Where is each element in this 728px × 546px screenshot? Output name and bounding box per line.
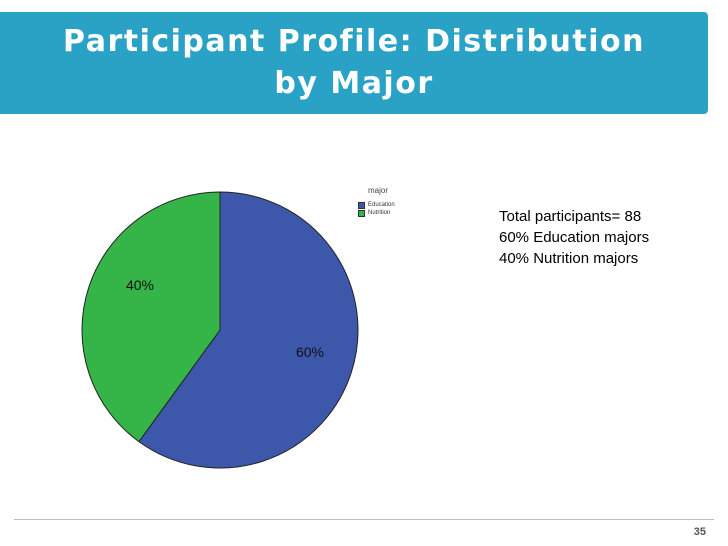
legend-item-education: Education xyxy=(358,201,418,209)
summary-nutrition: 40% Nutrition majors xyxy=(499,250,639,267)
legend-label-education: Education xyxy=(368,202,395,208)
legend-item-nutrition: Nutrition xyxy=(358,209,418,217)
slice-label-nutrition: 40% xyxy=(126,277,154,293)
legend-swatch-nutrition xyxy=(358,209,365,217)
summary-text: Total participants= 88 60% Education maj… xyxy=(499,206,649,269)
slice-label-education: 60% xyxy=(296,344,324,360)
legend-swatch-education xyxy=(358,201,365,209)
page-number: 35 xyxy=(693,526,706,538)
summary-total: Total participants= 88 xyxy=(499,208,642,225)
slide-title: Participant Profile: Distribution by Maj… xyxy=(63,24,645,101)
legend-title: major xyxy=(368,186,389,195)
pie-slice-nutrition xyxy=(81,191,221,443)
chart-legend: major Education Nutrition xyxy=(358,186,418,217)
legend-label-nutrition: Nutrition xyxy=(368,210,391,216)
title-bar: Participant Profile: Distribution by Maj… xyxy=(0,12,708,114)
footer-divider xyxy=(14,519,714,520)
summary-education: 60% Education majors xyxy=(499,229,650,246)
pie-slice-education xyxy=(138,191,359,469)
